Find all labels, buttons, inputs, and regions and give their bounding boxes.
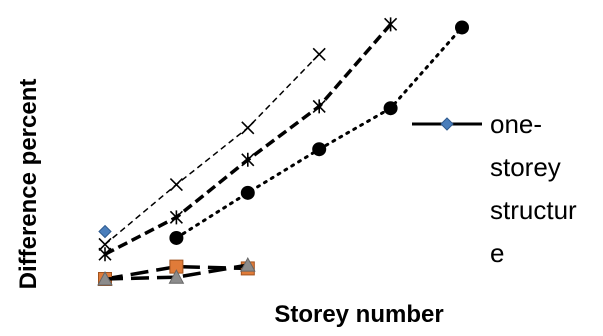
series-4-point-1 (169, 210, 183, 225)
series-2-line (104, 263, 249, 281)
series-0 (98, 224, 112, 239)
x-axis-title: Storey number (274, 301, 443, 328)
series-2 (97, 257, 256, 286)
series-2-point-2 (239, 257, 256, 272)
series-5 (169, 20, 469, 245)
series-5-point-0 (169, 230, 184, 245)
legend: one- storey structur e (412, 109, 577, 268)
series-5-point-1 (240, 185, 255, 200)
series-3-point-2 (241, 121, 255, 135)
series-4-point-3 (312, 99, 326, 114)
legend-label-line-4: e (490, 238, 504, 268)
series-5-point-4 (455, 20, 469, 35)
legend-label-line-3: structur (490, 195, 577, 225)
legend-marker-diamond (440, 117, 454, 131)
series-0-point-0 (98, 224, 112, 239)
series-2-point-0 (97, 270, 113, 286)
y-axis-title: Difference percent (15, 79, 42, 290)
series-4-point-4 (384, 17, 398, 32)
series-4 (98, 17, 398, 262)
series-5-point-2 (312, 142, 327, 157)
legend-label-line-1: one- (490, 109, 542, 139)
series-4-line (104, 23, 392, 256)
series-2-point-1 (168, 269, 185, 284)
series-3-line (104, 53, 320, 246)
series-4-point-2 (241, 152, 255, 167)
series-4-point-0 (98, 247, 112, 262)
series-3-point-3 (312, 47, 326, 61)
series-3 (98, 47, 326, 251)
legend-label-line-2: storey (490, 152, 561, 182)
series-layer (97, 17, 469, 286)
series-3-point-0 (98, 237, 112, 251)
series-3-point-1 (169, 178, 183, 192)
series-5-line (174, 25, 464, 240)
series-5-point-3 (383, 101, 398, 116)
